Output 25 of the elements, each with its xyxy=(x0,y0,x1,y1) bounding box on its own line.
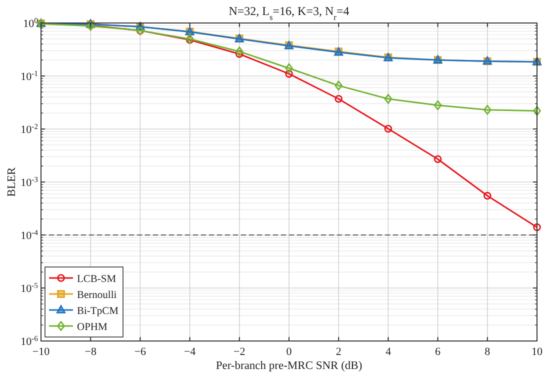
y-tick-label: 10$^{-4}$ xyxy=(20,228,38,242)
legend-label: LCB-SM xyxy=(77,274,117,285)
legend-label: Bernoulli xyxy=(77,290,117,301)
y-tick-label: 10$^{-5}$ xyxy=(20,280,38,295)
x-tick-label: −2 xyxy=(234,346,246,358)
x-tick-label: 6 xyxy=(435,346,442,358)
x-tick-label: 2 xyxy=(336,346,342,358)
x-tick-label: −8 xyxy=(84,346,97,358)
x-tick-label: −6 xyxy=(134,346,147,358)
x-tick-label: 10 xyxy=(532,346,543,358)
y-axis-title: BLER xyxy=(6,166,18,197)
x-tick-label: −4 xyxy=(184,346,196,358)
y-tick-label: 10$^{-6}$ xyxy=(20,334,38,348)
y-tick-label: 10$^{-2}$ xyxy=(20,122,38,136)
x-tick-label: 8 xyxy=(484,346,491,358)
y-tick-label: 10$^{-1}$ xyxy=(20,68,38,83)
y-tick-label: 10$^{0}$ xyxy=(23,16,38,30)
x-tick-label: −10 xyxy=(32,346,50,358)
y-tick-label: 10$^{-3}$ xyxy=(20,174,38,189)
x-axis-title: Per-branch pre-MRC SNR (dB) xyxy=(216,360,362,372)
x-tick-label: 4 xyxy=(385,346,392,358)
chart-title: N=32, L$_{s}$=16, K=3, N$_{r}$=4 xyxy=(228,4,350,22)
x-tick-label: 0 xyxy=(286,346,292,358)
legend-label: Bi-TpCM xyxy=(77,306,120,317)
legend-label: OPHM xyxy=(77,322,108,333)
